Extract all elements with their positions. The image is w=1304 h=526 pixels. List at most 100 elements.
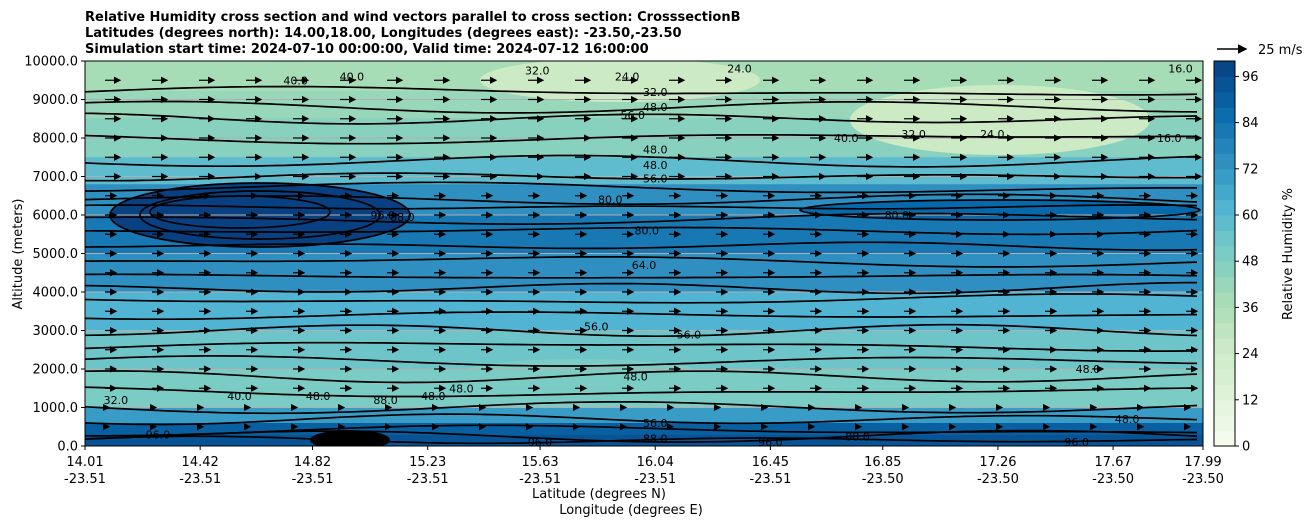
colorbar-tick-label: 84 xyxy=(1242,116,1259,131)
x-tick-label-longitude: -23.50 xyxy=(977,472,1019,487)
y-tick-label: 1000.0 xyxy=(33,401,79,416)
colorbar-ticks: 0 12 24 36 48 60 72 84 96 xyxy=(1235,70,1259,455)
contour-line xyxy=(85,204,1198,210)
x-tick-label-latitude: 16.45 xyxy=(752,455,789,470)
colorbar-segment xyxy=(1214,399,1235,416)
x-tick-label-longitude: -23.51 xyxy=(407,472,449,487)
contour-line xyxy=(85,193,1198,206)
x-tick-label-latitude: 15.63 xyxy=(521,455,558,470)
contour-label: 96.0 xyxy=(528,436,553,449)
y-axis-label: Altitude (meters) xyxy=(11,199,26,310)
closed-contour xyxy=(149,195,331,229)
contour-label: 88.0 xyxy=(643,432,668,445)
colorbar-segment xyxy=(1214,245,1235,262)
contour-line xyxy=(85,341,1198,352)
colorbar-tick-label: 24 xyxy=(1242,347,1259,362)
contour-label: 56.0 xyxy=(643,417,668,430)
contour-line xyxy=(85,85,1198,96)
colorbar-tick-label: 72 xyxy=(1242,162,1259,177)
contour-label: 48.0 xyxy=(643,144,668,157)
colorbar-segment xyxy=(1214,353,1235,370)
x-axis-ticks: 14.01 -23.51 14.42 -23.51 14.82 -23.51 15.23 -2… xyxy=(64,446,1224,487)
closed-contour xyxy=(799,199,1201,221)
contour-label: 56.0 xyxy=(621,109,646,122)
contour-label: 40.0 xyxy=(227,390,252,403)
colorbar-segment xyxy=(1214,61,1235,77)
contour-line xyxy=(85,355,1198,367)
contour-label: 32.0 xyxy=(901,128,926,141)
contour-label: 24.0 xyxy=(727,63,752,76)
chart-title-line-3: Simulation start time: 2024-07-10 00:00:… xyxy=(85,42,649,57)
colorbar-label: Relative Humidity % xyxy=(1281,188,1296,320)
saturated-surface-patch xyxy=(310,430,390,446)
y-tick-label: 9000.0 xyxy=(33,93,79,108)
x-tick-label-longitude: -23.50 xyxy=(1092,472,1134,487)
y-axis-ticks: 0.0 1000.0 2000.0 3000.0 4000.0 5000.0 6000.0 7… xyxy=(24,55,85,455)
x-tick-label-longitude: -23.50 xyxy=(862,472,904,487)
contour-label: 48.0 xyxy=(306,390,331,403)
colorbar-tick-label: 12 xyxy=(1242,393,1259,408)
contour-line xyxy=(85,323,1198,338)
y-tick-label: 6000.0 xyxy=(33,209,79,224)
contour-label: 96.0 xyxy=(371,209,396,222)
colorbar-tick-label: 36 xyxy=(1242,301,1259,316)
contour-label: 48.0 xyxy=(421,390,446,403)
contour-line xyxy=(85,212,1198,225)
contour-label: 80.0 xyxy=(885,209,910,222)
grid-lines xyxy=(85,61,1203,446)
contour-lines xyxy=(85,85,1201,445)
colorbar-segment xyxy=(1214,215,1235,231)
contour-label: 48.0 xyxy=(449,382,474,395)
colorbar-segment xyxy=(1214,415,1235,432)
colorbar-segment xyxy=(1214,153,1235,170)
contour-label: 48.0 xyxy=(623,371,648,384)
colorbar-segment xyxy=(1214,338,1235,355)
contour-label: 32.0 xyxy=(104,394,129,407)
x-tick-label-longitude: -23.51 xyxy=(749,472,791,487)
chart-title-line-2: Latitudes (degrees north): 14.00,18.00, … xyxy=(85,26,682,41)
contour-labels: 32.032.048.056.048.048.056.080.080.064.0… xyxy=(104,63,1193,449)
x-tick-label-latitude: 14.01 xyxy=(66,455,103,470)
contour-label: 56.0 xyxy=(677,328,702,341)
contour-label: 16.0 xyxy=(1157,132,1182,145)
x-tick-label-longitude: -23.51 xyxy=(292,472,334,487)
x-axis-label-latitude: Latitude (degrees N) xyxy=(532,487,666,502)
contour-line xyxy=(85,429,1198,443)
contour-label: 96.0 xyxy=(1064,436,1089,449)
colorbar-segment xyxy=(1214,384,1235,401)
dry-low-patch xyxy=(460,359,700,387)
colorbar-segment xyxy=(1214,276,1235,293)
contour-label: 32.0 xyxy=(525,65,550,78)
closed-contour xyxy=(139,190,381,240)
contour-line xyxy=(85,181,1197,194)
contour-line xyxy=(85,401,1198,415)
contour-line xyxy=(85,241,1198,251)
wind-vectors xyxy=(103,76,1203,431)
colorbar-segment xyxy=(1214,292,1235,308)
contour-label: 56.0 xyxy=(643,172,668,185)
quiver-key-label: 25 m/s xyxy=(1258,43,1303,58)
x-tick-label-latitude: 17.99 xyxy=(1184,455,1221,470)
colorbar-segment xyxy=(1214,138,1235,154)
colorbar-segment xyxy=(1214,322,1235,339)
colorbar-segment xyxy=(1214,369,1235,385)
contour-label: 88.0 xyxy=(845,430,870,443)
contour-line xyxy=(85,413,1198,426)
colorbar-tick-label: 96 xyxy=(1242,70,1259,85)
contour-line xyxy=(85,100,1198,114)
contour-label: 40.0 xyxy=(340,70,365,83)
contour-label: 56.0 xyxy=(584,321,609,334)
contour-label: 96.0 xyxy=(146,428,171,441)
colorbar-segment xyxy=(1214,307,1235,324)
colorbar-segment xyxy=(1214,107,1235,124)
humidity-band xyxy=(85,388,1203,408)
x-tick-label-longitude: -23.51 xyxy=(519,472,561,487)
y-tick-label: 7000.0 xyxy=(33,170,79,185)
contour-line xyxy=(85,256,1198,268)
x-tick-label-latitude: 17.26 xyxy=(979,455,1016,470)
contour-label: 88.0 xyxy=(373,394,398,407)
y-tick-label: 3000.0 xyxy=(33,324,79,339)
x-tick-label-longitude: -23.51 xyxy=(64,472,106,487)
contour-line xyxy=(85,226,1198,236)
